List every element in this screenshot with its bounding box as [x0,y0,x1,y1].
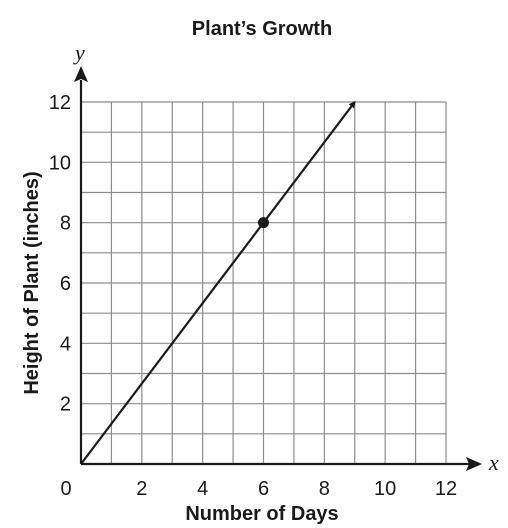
x-axis-label: Number of Days [185,503,338,525]
growth-line [80,100,356,465]
x-tick-label: 8 [319,478,330,500]
x-axis-arrow-icon [466,457,482,471]
y-tick-label: 12 [49,92,71,114]
y-tick-label: 6 [60,273,71,295]
y-tick-label: 8 [60,213,71,235]
y-axis-variable: y [73,40,85,65]
x-tick-label: 2 [136,478,147,500]
x-axis-variable: x [488,450,499,475]
x-tick-label: 6 [258,478,269,500]
x-tick-label: 10 [374,478,396,500]
y-axis-arrow-icon [74,66,88,82]
y-axis-label: Height of Plant (inches) [21,171,43,394]
grid [81,101,447,464]
series [80,100,356,465]
x-tick-label: 12 [435,478,457,500]
y-tick-label: 4 [60,333,71,355]
y-tick-label: 10 [49,152,71,174]
y-tick-labels: 2 4 6 8 10 12 [49,92,71,416]
data-point [258,217,269,229]
x-tick-label: 0 [60,478,71,500]
chart-title: Plant’s Growth [192,18,332,40]
x-tick-label: 4 [197,478,208,500]
x-tick-labels: 0 2 4 6 8 10 12 [60,478,457,500]
y-tick-label: 2 [60,394,71,416]
axes [74,66,482,471]
